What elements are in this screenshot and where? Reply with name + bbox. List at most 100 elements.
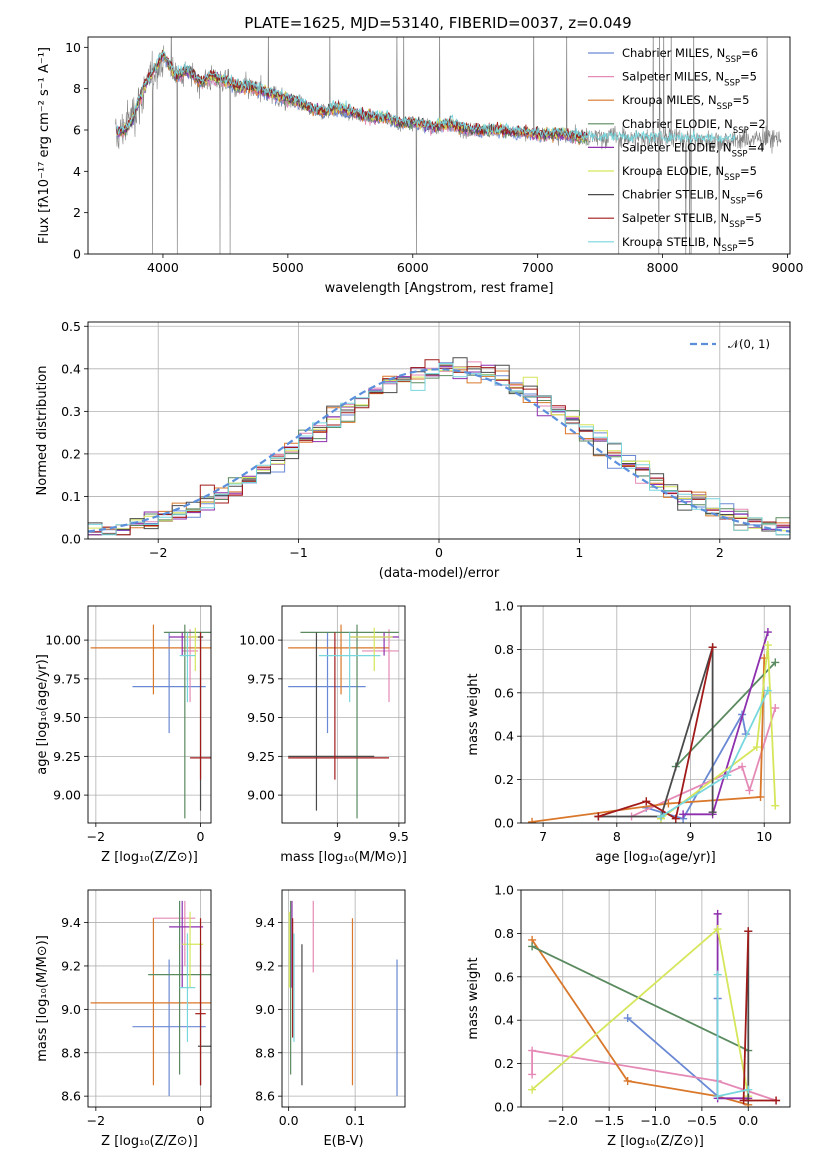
figure-title: PLATE=1625, MJD=53140, FIBERID=0037, z=0… (244, 14, 631, 32)
axes-frame (87, 36, 791, 255)
y-tick-label: 0.8 (494, 642, 514, 657)
plot-area-spectrum (115, 37, 782, 254)
x-axis-label: Z [log₁₀(Z/Z⊙)] (101, 850, 198, 865)
y-tick-label: 0.0 (61, 532, 81, 547)
legend-label-chabrier-miles: Chabrier MILES, NSSP=6 (622, 46, 758, 65)
weight-line-kroupa-elodie (531, 927, 750, 1097)
weight-marker-kroupa-miles (623, 1076, 632, 1085)
errorbar-chabrier-miles (132, 959, 206, 1097)
weight-marker-salpeter-miles (738, 762, 747, 771)
weight-marker-chabrier-stelib (708, 808, 717, 817)
y-tick-label: 10.00 (239, 633, 275, 648)
y-tick-label: 0.6 (494, 969, 514, 984)
x-tick-label: 0.0 (279, 1113, 299, 1128)
x-tick-label: 8 (613, 829, 621, 844)
errorbar-kroupa-elodie (182, 911, 204, 988)
y-tick-label: 0.3 (61, 404, 81, 419)
weight-marker-salpeter-stelib (594, 812, 603, 821)
legend-label-kroupa-stelib: Kroupa STELIB, NSSP=5 (622, 235, 754, 254)
x-tick-label: 5000 (272, 260, 304, 275)
weight-line-chabrier-stelib (598, 646, 714, 818)
weight-marker-kroupa-stelib (657, 812, 666, 821)
legend-label-kroupa-miles: Kroupa MILES, NSSP=5 (622, 93, 749, 112)
panel-residuals: −2 −1 0 1 2 0.0 0.1 0.2 0.3 0.4 0.5 (data-model)/er… (35, 319, 791, 581)
panel-weight_vs_age: 7 8 9 10 0.0 0.2 0.4 0.6 0.8 1.0 age [log₁₀(age/yr… (466, 599, 791, 865)
weight-line-kroupa-elodie (660, 645, 777, 820)
x-tick-label: −2.0 (548, 1113, 578, 1128)
errorbar-salpeter-elodie (169, 632, 204, 656)
weight-marker-kroupa-elodie (713, 925, 722, 934)
x-tick-label: −2 (87, 829, 105, 844)
y-tick-label: 9.0 (61, 1002, 81, 1017)
y-tick-label: 10 (65, 40, 81, 55)
y-tick-label: 0.0 (494, 816, 514, 831)
y-tick-label: 0.1 (61, 489, 81, 504)
axes-frame (87, 889, 212, 1108)
x-axis-label: E(B-V) (323, 1134, 363, 1149)
errorbar-kroupa-stelib (179, 632, 196, 703)
weight-marker-kroupa-miles (756, 792, 765, 801)
errorbar-salpeter-miles (153, 900, 196, 966)
y-tick-label: 8.6 (61, 1089, 81, 1104)
histogram-kroupa-stelib (88, 363, 790, 539)
weight-line-chabrier-elodie (675, 661, 776, 768)
y-tick-label: 0.2 (61, 446, 81, 461)
y-tick-label: 9.2 (255, 958, 275, 973)
y-tick-label: 8.8 (255, 1045, 275, 1060)
model-spectrum-kroupa-stelib (116, 49, 736, 144)
legend-label-normal: 𝒩(0, 1) (728, 337, 770, 351)
y-tick-label: 2 (73, 205, 81, 220)
y-tick-label: 8 (73, 81, 81, 96)
panel-age_vs_Z: −2 0 9.00 9.25 9.50 9.75 10.00 Z [log₁₀(Z/Z⊙)] a… (35, 605, 212, 865)
weight-marker-chabrier-miles (623, 1014, 632, 1023)
weight-marker-salpeter-stelib (708, 643, 717, 652)
panel-weight_vs_Z: −2.0 −1.5 −1.0 −0.5 0.0 0.0 0.2 0.4 0.6 0.8 1.0 Z [… (466, 883, 791, 1149)
x-tick-label: 9000 (772, 260, 804, 275)
y-axis-label: mass weight (466, 957, 481, 1039)
spectrum-legend: Chabrier MILES, NSSP=6 Salpeter MILES, NS… (588, 46, 766, 254)
plot-area-mass_vs_EBV (282, 890, 405, 1107)
errorbar-salpeter-stelib (190, 632, 211, 780)
weight-marker-salpeter-stelib (642, 797, 651, 806)
x-tick-label: 10 (756, 829, 772, 844)
panel-mass_vs_EBV: 0.0 0.1 8.6 8.8 9.0 9.2 9.4 E(B-V) (255, 889, 406, 1149)
x-tick-label: −1.5 (594, 1113, 624, 1128)
x-axis-label: mass [log₁₀(M/M⊙)] (280, 850, 407, 865)
axes-frame (520, 605, 791, 824)
y-tick-label: 9.50 (247, 710, 275, 725)
y-tick-label: 0.5 (61, 319, 81, 334)
y-axis-label: mass weight (466, 673, 481, 755)
x-tick-label: 0 (197, 1113, 205, 1128)
x-tick-label: 0.0 (738, 1113, 758, 1128)
x-tick-label: 7000 (522, 260, 554, 275)
weight-line-kroupa-miles (531, 939, 749, 1106)
x-tick-label: 0 (197, 829, 205, 844)
axes-frame (87, 321, 791, 540)
plot-area-mass_vs_Z (88, 890, 211, 1107)
weight-marker-kroupa-stelib (763, 686, 772, 695)
errorbar-chabrier-stelib (197, 944, 211, 1086)
errorbar-kroupa-stelib (318, 632, 381, 703)
y-tick-label: 1.0 (494, 883, 514, 898)
x-tick-label: 0 (435, 545, 443, 560)
y-tick-label: 6 (73, 123, 81, 138)
y-tick-label: 8.8 (61, 1045, 81, 1060)
x-tick-label: −2 (149, 545, 167, 560)
errorbar-kroupa-miles (288, 624, 390, 695)
y-tick-label: 0 (73, 247, 81, 262)
weight-marker-salpeter-miles (528, 1046, 537, 1055)
x-tick-label: 1 (575, 545, 583, 560)
y-tick-label: 0.2 (494, 772, 514, 787)
y-axis-label: age [log₁₀(age/yr)] (35, 654, 50, 775)
weight-marker-salpeter-elodie (763, 628, 772, 637)
errorbar-chabrier-elodie (163, 624, 211, 819)
x-tick-label: 9.5 (389, 829, 409, 844)
x-tick-label: 0.1 (345, 1113, 365, 1128)
weight-line-chabrier-elodie (531, 945, 749, 1052)
y-tick-label: 9.25 (53, 749, 81, 764)
plot-area-weight_vs_age (521, 606, 790, 823)
errorbar-kroupa-miles (90, 624, 211, 695)
y-tick-label: 9.2 (61, 958, 81, 973)
x-tick-label: 8000 (647, 260, 679, 275)
